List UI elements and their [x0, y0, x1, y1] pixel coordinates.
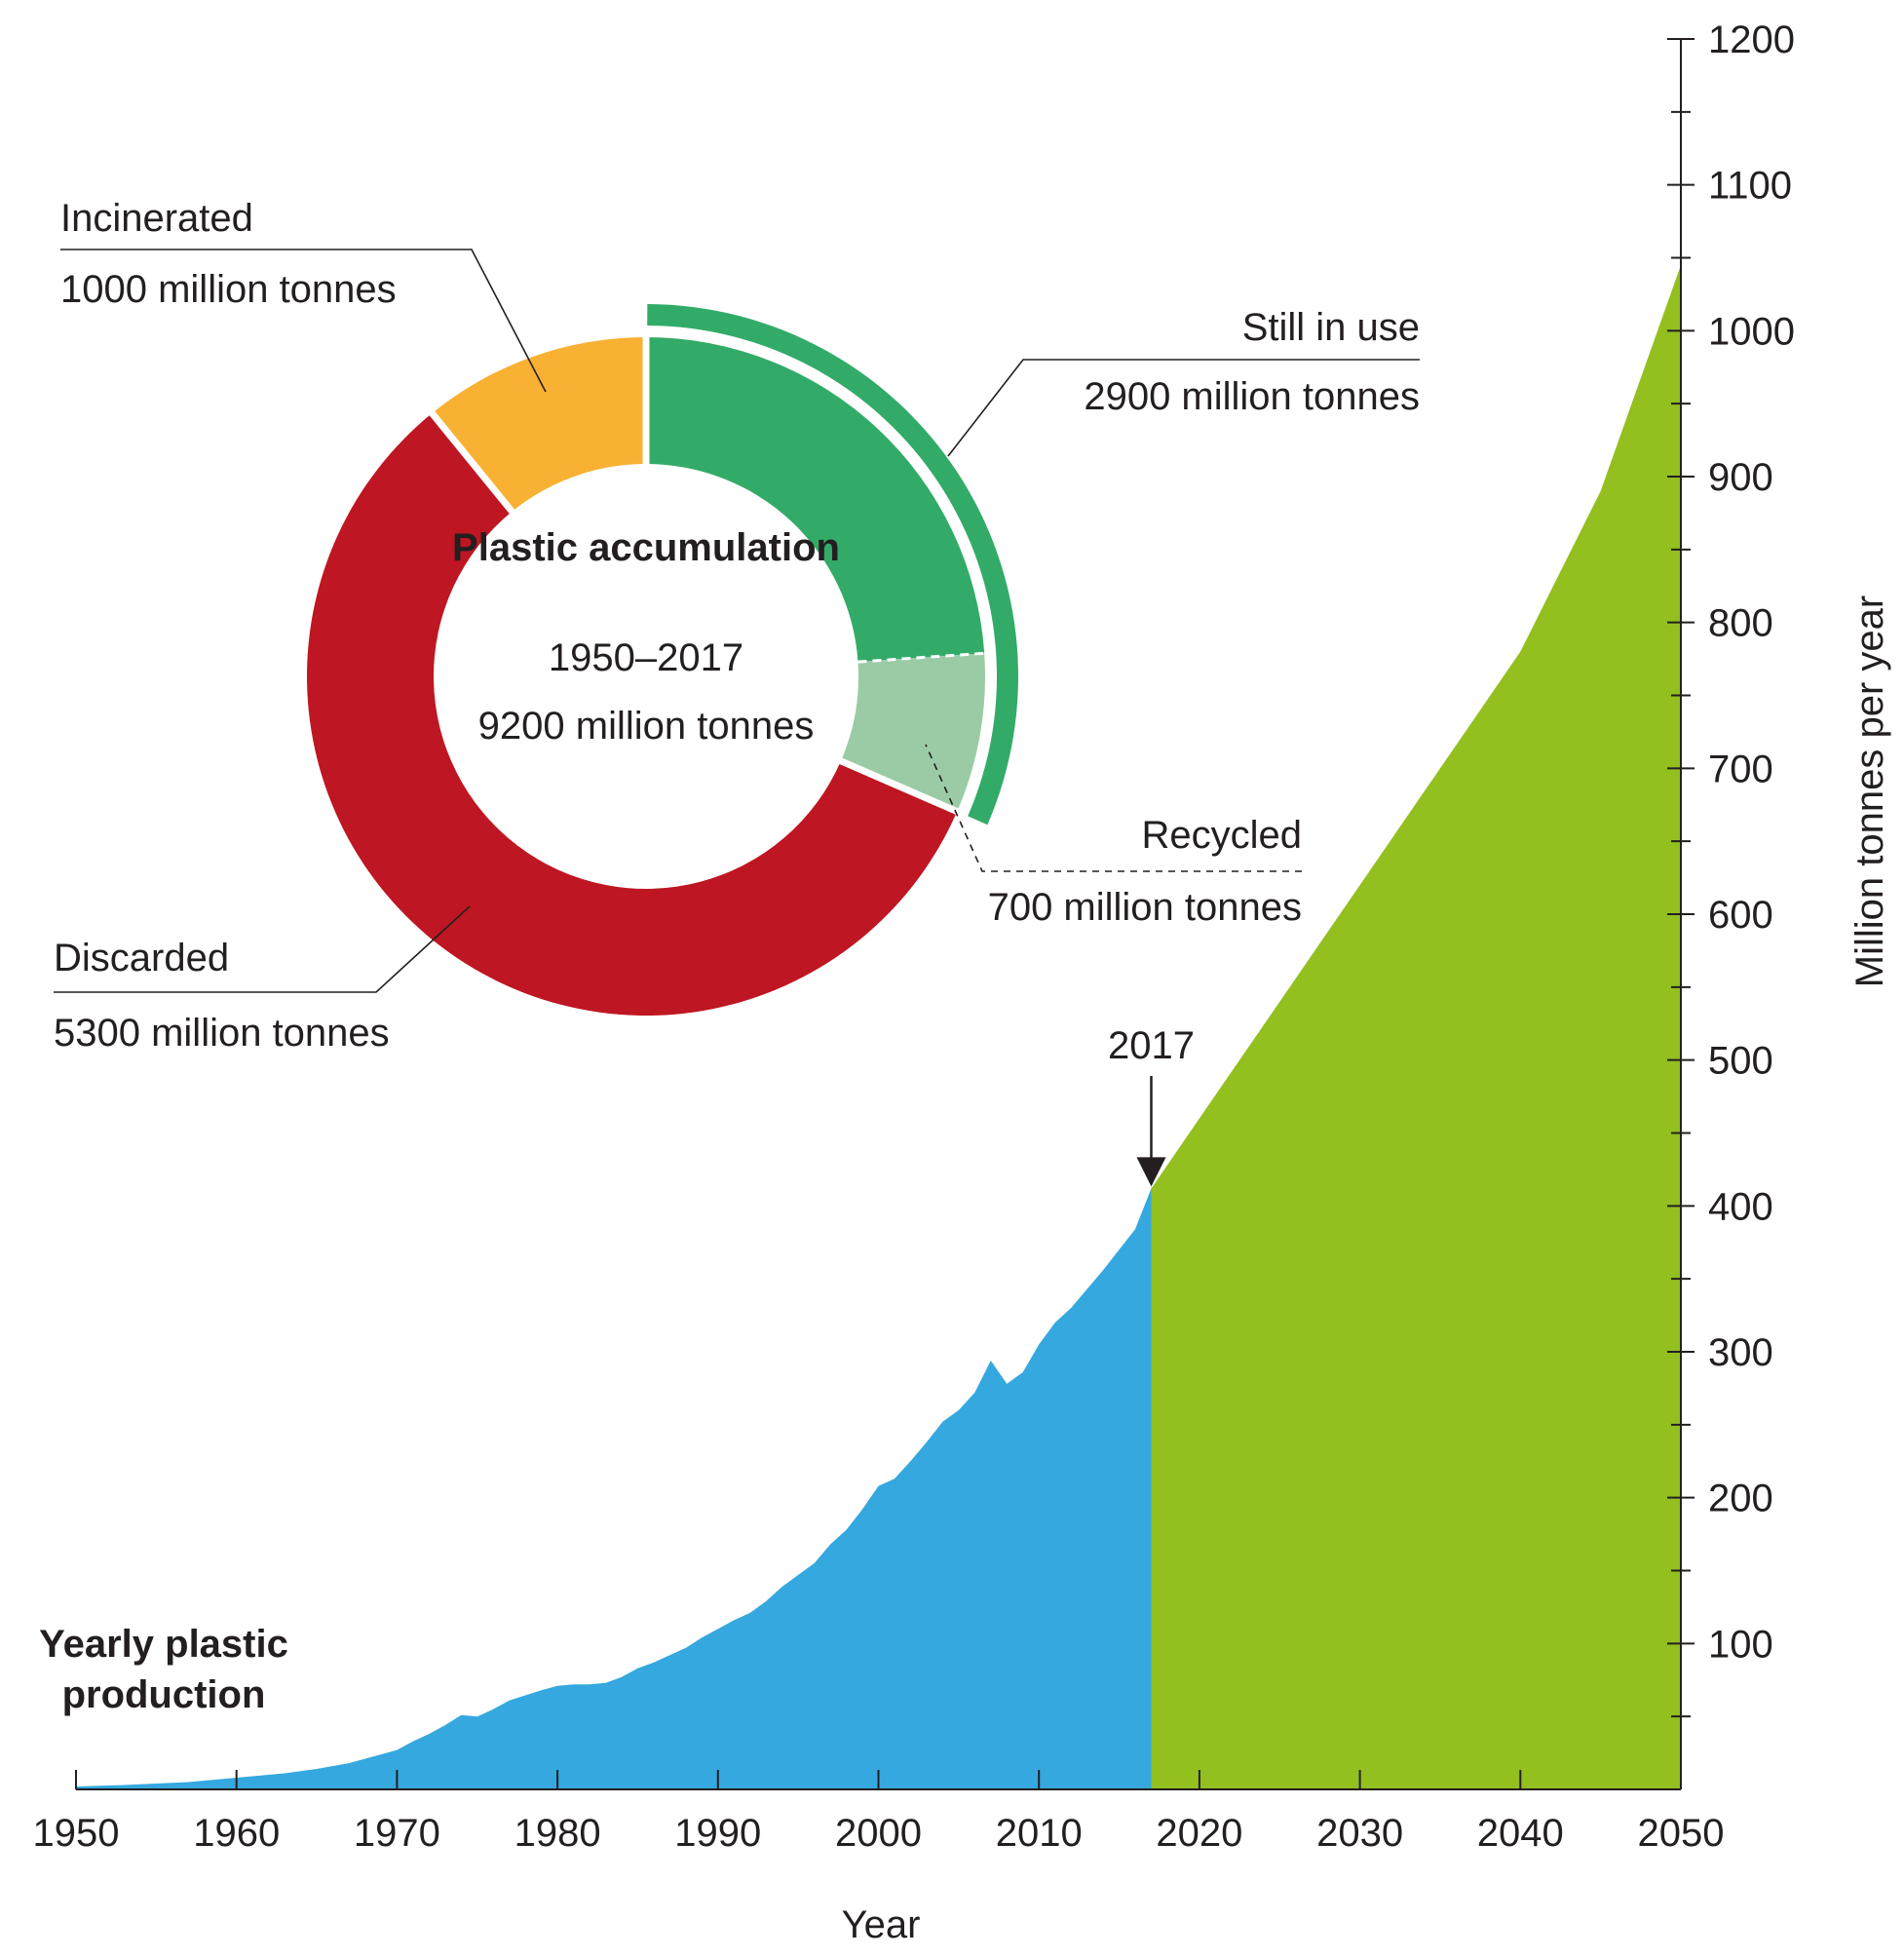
donut-separator: [428, 409, 516, 516]
donut-subtitle: 1950–2017: [549, 636, 743, 679]
leader-incinerated: [60, 249, 547, 393]
marker-arrowhead: [1136, 1157, 1166, 1187]
donut-slice-incinerated: [432, 337, 646, 512]
leader-recycled: [925, 744, 1302, 872]
donut-total: 9200 million tonnes: [478, 705, 815, 748]
y-tick-label-100: 100: [1708, 1623, 1773, 1666]
label-discarded: Discarded: [54, 937, 229, 979]
y-tick-label-800: 800: [1708, 602, 1773, 645]
y-tick-label-700: 700: [1708, 748, 1773, 790]
label-recycled: Recycled: [1141, 814, 1302, 857]
x-axis-label: Year: [842, 1903, 921, 1946]
x-tick-label-2040: 2040: [1477, 1812, 1564, 1855]
x-tick-label-1960: 1960: [193, 1812, 280, 1855]
x-tick-label-2000: 2000: [835, 1812, 922, 1855]
y-tick-label-1000: 1000: [1708, 310, 1795, 353]
value-recycled: 700 million tonnes: [988, 886, 1302, 929]
donut-chart: [307, 304, 1018, 1016]
area-chart-title-line2: production: [62, 1673, 266, 1716]
y-tick-label-1200: 1200: [1708, 19, 1795, 61]
x-tick-label-1950: 1950: [33, 1812, 120, 1855]
y-tick-label-500: 500: [1708, 1040, 1773, 1083]
donut-separator-dashed: [857, 651, 985, 664]
y-tick-label-400: 400: [1708, 1185, 1773, 1228]
x-tick-label-2010: 2010: [996, 1812, 1083, 1855]
y-tick-label-300: 300: [1708, 1331, 1773, 1374]
leader-discarded: [54, 905, 471, 993]
label-still-in-use: Still in use: [1242, 306, 1420, 349]
donut-bracket-still-in-use: [647, 304, 1018, 825]
y-tick-label-1100: 1100: [1708, 165, 1792, 208]
donut-slice-still-in-use: [646, 337, 985, 663]
year-2017-marker: 2017: [1108, 1024, 1195, 1187]
x-tick-label-2030: 2030: [1316, 1812, 1403, 1855]
x-tick-label-2050: 2050: [1638, 1812, 1725, 1855]
x-axis: 1950 1960 1970 1980 1990 2000 2010 2020 2030 2040…: [33, 1770, 1725, 1855]
value-still-in-use: 2900 million tonnes: [1084, 375, 1420, 418]
donut-slice-discarded: [307, 413, 958, 1016]
donut-title: Plastic accumulation: [452, 526, 840, 569]
x-tick-label-1980: 1980: [514, 1812, 601, 1855]
y-tick-label-900: 900: [1708, 456, 1773, 499]
area-series-projection: [1151, 265, 1681, 1789]
leader-still-in-use: [947, 359, 1420, 457]
y-axis-label: Million tonnes per year: [1848, 595, 1891, 987]
donut-separator: [837, 756, 961, 816]
y-tick-label-200: 200: [1708, 1478, 1773, 1520]
value-incinerated: 1000 million tonnes: [60, 268, 397, 311]
label-incinerated: Incinerated: [60, 197, 253, 240]
value-discarded: 5300 million tonnes: [54, 1012, 390, 1055]
y-axis: 100 200 300 400 500 600 700 800 900 1000 1100 1200: [1667, 19, 1795, 1789]
y-tick-label-600: 600: [1708, 894, 1773, 937]
marker-label: 2017: [1108, 1024, 1195, 1067]
x-tick-label-2020: 2020: [1156, 1812, 1242, 1855]
x-tick-label-1970: 1970: [354, 1812, 440, 1855]
donut-slice-recycled: [840, 653, 986, 812]
x-tick-label-1990: 1990: [674, 1812, 761, 1855]
area-series-historical: [76, 1188, 1152, 1789]
area-layer: [76, 265, 1681, 1789]
area-chart-title-line1: Yearly plastic: [39, 1623, 288, 1666]
